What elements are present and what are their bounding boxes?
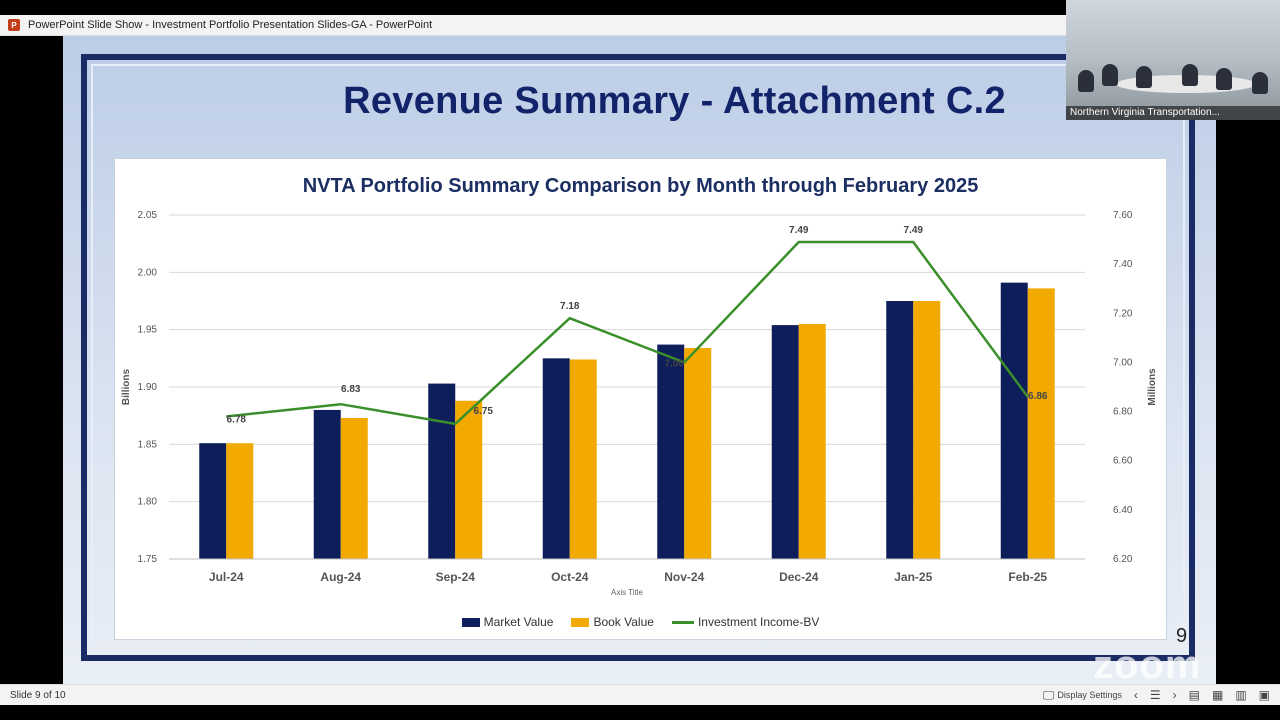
participant-figure: [1078, 70, 1094, 92]
x-tick-label: Sep-24: [436, 570, 476, 584]
slide-sorter-button[interactable]: ▦: [1212, 688, 1223, 702]
y2-tick-label: 6.40: [1113, 505, 1133, 516]
normal-view-button[interactable]: ▤: [1189, 688, 1200, 702]
legend-item-investment-income: Investment Income-BV: [671, 615, 819, 629]
bar-book-value: [569, 359, 597, 559]
bar-book-value: [455, 400, 483, 559]
y-tick-label: 2.05: [138, 210, 158, 221]
next-slide-button[interactable]: ›: [1173, 688, 1177, 702]
y-tick-label: 2.00: [138, 267, 158, 278]
x-axis-title: Axis Title: [611, 588, 644, 597]
x-tick-label: Dec-24: [779, 570, 819, 584]
data-label-investment-income: 7.00: [665, 358, 685, 369]
window-title: PowerPoint Slide Show - Investment Portf…: [28, 19, 433, 31]
y2-axis-title: Millions: [1147, 368, 1158, 406]
bar-market-value: [313, 409, 341, 559]
slide[interactable]: Revenue Summary - Attachment C.2 NVTA Po…: [63, 36, 1216, 687]
bar-market-value: [428, 383, 456, 559]
chart: NVTA Portfolio Summary Comparison by Mon…: [114, 158, 1167, 640]
letterbox-left: [0, 36, 63, 684]
bar-book-value: [913, 301, 941, 559]
bar-market-value: [657, 344, 685, 559]
y-tick-label: 1.75: [138, 554, 158, 565]
y2-tick-label: 6.20: [1113, 554, 1133, 565]
monitor-icon: 🖵: [1042, 687, 1055, 702]
previous-slide-button[interactable]: ‹: [1134, 688, 1138, 702]
bar-book-value: [684, 348, 712, 559]
bar-book-value: [340, 417, 368, 559]
y2-tick-label: 6.60: [1113, 456, 1133, 467]
grid-icon: ▦: [1211, 688, 1224, 702]
bar-book-value: [798, 323, 826, 559]
data-label-investment-income: 7.18: [560, 301, 580, 312]
y2-tick-label: 7.40: [1113, 259, 1133, 270]
data-label-investment-income: 7.49: [789, 225, 809, 236]
video-thumbnail[interactable]: Northern Virginia Transportation...: [1066, 0, 1280, 120]
slide-show-button[interactable]: ▣: [1259, 688, 1270, 702]
participant-figure: [1102, 64, 1118, 86]
letterbox-right: [1216, 120, 1280, 684]
participant-figure: [1182, 64, 1198, 86]
y2-tick-label: 7.00: [1113, 357, 1133, 368]
y-axis-title: Billions: [121, 369, 132, 406]
bar-market-value: [886, 301, 914, 559]
x-tick-label: Jan-25: [894, 570, 932, 584]
menu-icon: ☰: [1149, 688, 1161, 702]
participant-figure: [1252, 72, 1268, 94]
chart-legend: Market Value Book Value Investment Incom…: [115, 615, 1166, 629]
zoom-watermark: zoom: [1093, 643, 1202, 687]
bar-market-value: [199, 443, 227, 559]
data-label-investment-income: 6.78: [227, 414, 247, 425]
slide-menu-button[interactable]: ☰: [1150, 688, 1161, 702]
y2-tick-label: 7.60: [1113, 210, 1133, 221]
y-tick-label: 1.90: [138, 382, 158, 393]
line-investment-income: [226, 240, 1029, 426]
chart-plot: 1.75 1.80 1.85 1.90 1.95 2.00 2.05 6.20 6.40 6.60…: [121, 210, 1158, 597]
chevron-left-icon: ‹: [1133, 688, 1138, 702]
chevron-right-icon: ›: [1172, 688, 1177, 702]
bar-market-value: [771, 325, 799, 559]
slide-frame: [81, 54, 1195, 661]
bar-book-value: [226, 443, 254, 559]
normal-view-icon: ▤: [1188, 688, 1200, 702]
data-label-investment-income: 6.83: [341, 384, 361, 395]
display-settings-button[interactable]: 🖵 Display Settings: [1042, 687, 1122, 702]
x-tick-label: Oct-24: [551, 570, 589, 584]
bar-book-value: [1027, 288, 1055, 559]
data-label-investment-income: 6.75: [474, 406, 494, 417]
window-titlebar: P PowerPoint Slide Show - Investment Por…: [0, 15, 1066, 36]
x-tick-label: Nov-24: [664, 570, 704, 584]
bar-market-value: [542, 358, 570, 559]
book-icon: ▥: [1235, 688, 1247, 702]
powerpoint-icon: P: [8, 19, 20, 31]
x-tick-label: Jul-24: [209, 570, 244, 584]
y2-tick-label: 7.20: [1113, 308, 1133, 319]
y-tick-label: 1.85: [138, 439, 158, 450]
x-tick-label: Aug-24: [320, 570, 361, 584]
video-caption: Northern Virginia Transportation...: [1066, 106, 1280, 120]
slide-number: 9: [1176, 625, 1188, 647]
y-tick-label: 1.95: [138, 325, 158, 336]
data-label-investment-income: 6.86: [1028, 391, 1048, 402]
participant-figure: [1216, 68, 1232, 90]
legend-item-market-value: Market Value: [461, 615, 553, 629]
y2-tick-label: 6.80: [1113, 407, 1133, 418]
statusbar: Slide 9 of 10 🖵 Display Settings ‹ ☰ › ▤…: [0, 684, 1280, 705]
presentation-icon: ▣: [1258, 688, 1270, 702]
participant-figure: [1136, 66, 1152, 88]
chart-title: NVTA Portfolio Summary Comparison by Mon…: [302, 175, 979, 197]
data-label-investment-income: 7.49: [904, 225, 924, 236]
legend-item-book-value: Book Value: [571, 615, 654, 629]
bar-market-value: [1000, 282, 1028, 559]
reading-view-button[interactable]: ▥: [1235, 688, 1246, 702]
y-tick-label: 1.80: [138, 497, 158, 508]
slide-title: Revenue Summary - Attachment C.2: [343, 80, 1006, 122]
slide-indicator: Slide 9 of 10: [10, 689, 66, 701]
x-tick-label: Feb-25: [1008, 570, 1047, 584]
